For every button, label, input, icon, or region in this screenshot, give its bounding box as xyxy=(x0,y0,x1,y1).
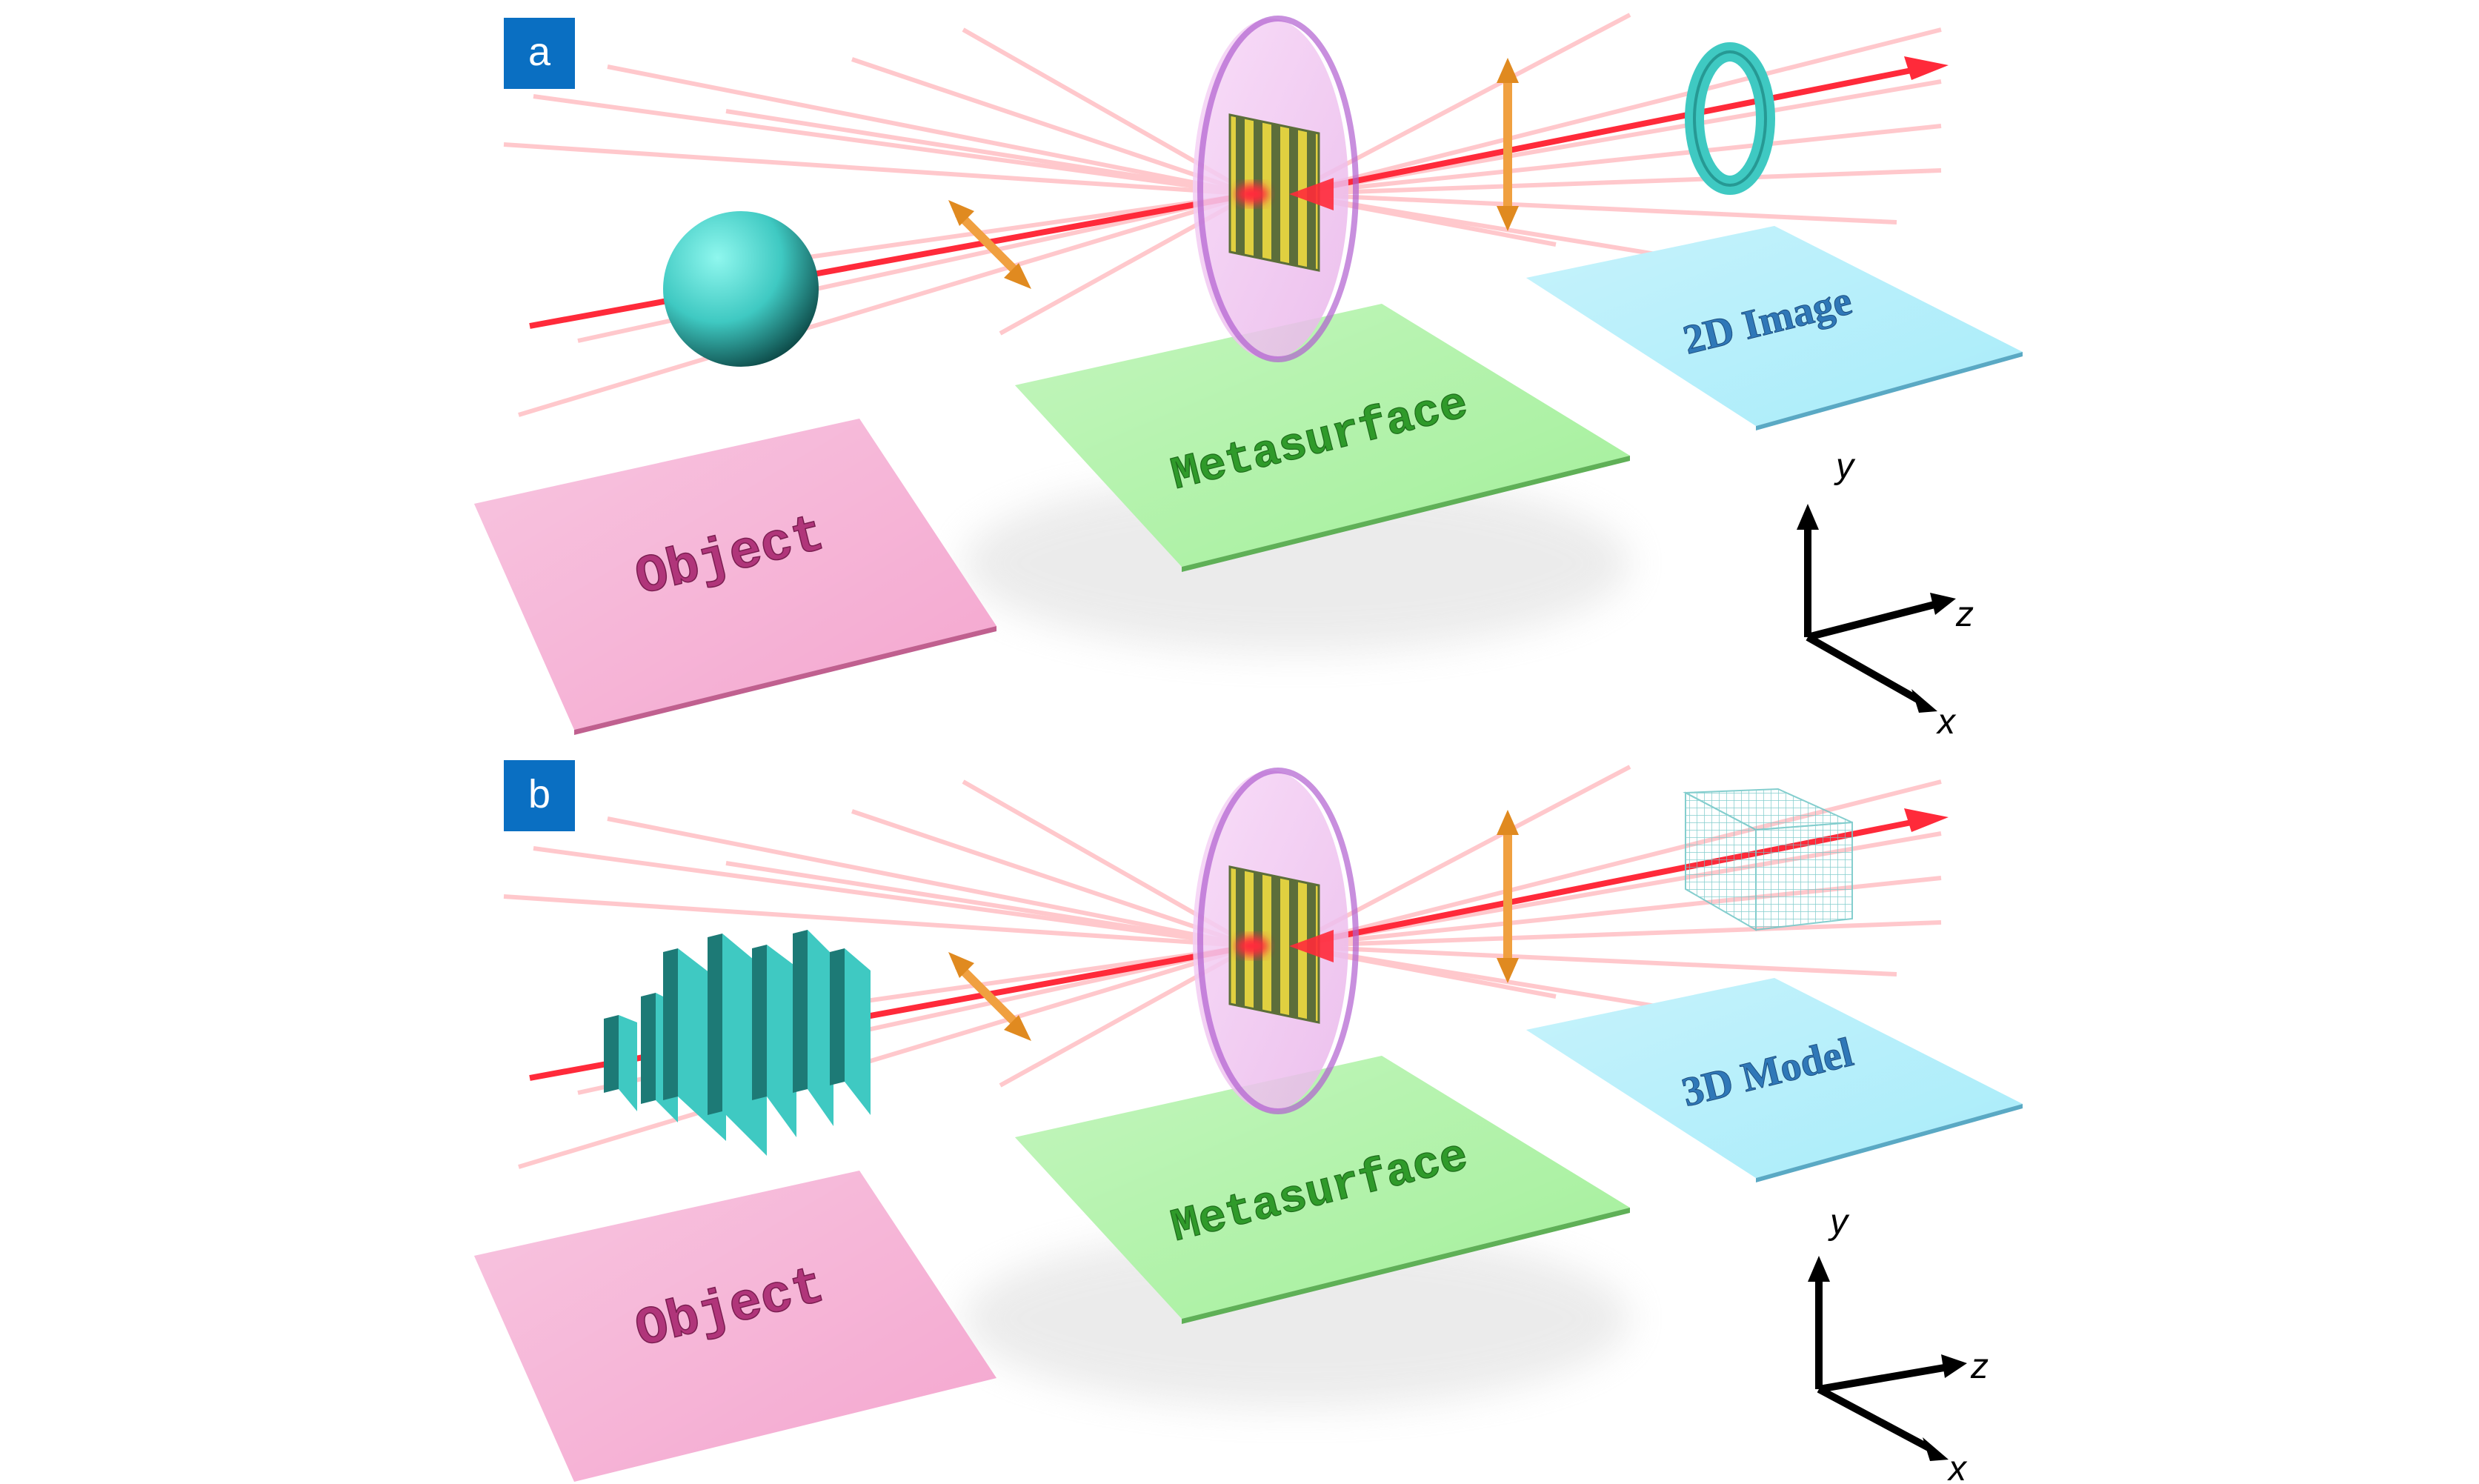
panel-tag-box xyxy=(504,760,575,831)
focus-hotspot xyxy=(1236,184,1268,204)
panel-a: a xyxy=(474,13,2023,742)
sphere-object xyxy=(663,211,819,367)
output-plate: 2D Image xyxy=(1526,226,2023,430)
axes-a: y z x xyxy=(1797,447,1974,742)
metasurface-pattern xyxy=(1228,113,1320,272)
polarizer-arrow-left xyxy=(948,200,1031,289)
panel-b: b Object xyxy=(474,760,2023,1484)
output-hotspot xyxy=(1289,178,1334,210)
axis-y-label: y xyxy=(1828,1202,1850,1242)
object-plate: Object xyxy=(474,419,996,735)
object-plate: Object xyxy=(474,1171,996,1482)
beam-arrowhead xyxy=(1904,808,1949,832)
metasurface-disc xyxy=(1193,16,1359,362)
incident-ray-fan xyxy=(503,27,1254,417)
ground-shadow xyxy=(963,1230,1630,1408)
panel-tag: b xyxy=(528,772,550,816)
focus-hotspot xyxy=(1236,936,1268,956)
output-hotspot xyxy=(1289,930,1334,962)
axis-z-label: z xyxy=(1970,1347,1989,1386)
beam-arrowhead xyxy=(1904,56,1949,80)
panel-tag-box xyxy=(504,18,575,89)
polarizer-arrow-left xyxy=(948,952,1031,1041)
metasurface-pattern xyxy=(1228,865,1320,1024)
metasurface-disc xyxy=(1193,768,1359,1114)
ground-shadow xyxy=(963,474,1630,652)
polarizer-arrow-right xyxy=(1497,810,1519,983)
output-plate: 3D Model xyxy=(1526,978,2023,1182)
axis-x-label: x xyxy=(1947,1449,1968,1484)
wireframe-box-model xyxy=(1683,788,1853,931)
metasurface-plate: Metasurface xyxy=(1015,1056,1630,1324)
axis-z-label: z xyxy=(1955,595,1974,634)
panel-tag: a xyxy=(528,30,551,74)
polarizer-arrow-right xyxy=(1497,58,1519,231)
main-beam-in xyxy=(529,943,1253,1081)
main-beam-in xyxy=(529,191,1253,329)
output-ray-fan xyxy=(1288,13,1942,276)
axis-y-label: y xyxy=(1834,447,1856,486)
metasurface-plate: Metasurface xyxy=(1015,304,1630,572)
axes-b: y z x xyxy=(1808,1202,1989,1484)
axis-x-label: x xyxy=(1936,702,1957,742)
main-beam-out xyxy=(1288,67,1912,197)
stacked-plates-object xyxy=(604,930,871,1156)
incident-ray-fan xyxy=(503,779,1254,1169)
